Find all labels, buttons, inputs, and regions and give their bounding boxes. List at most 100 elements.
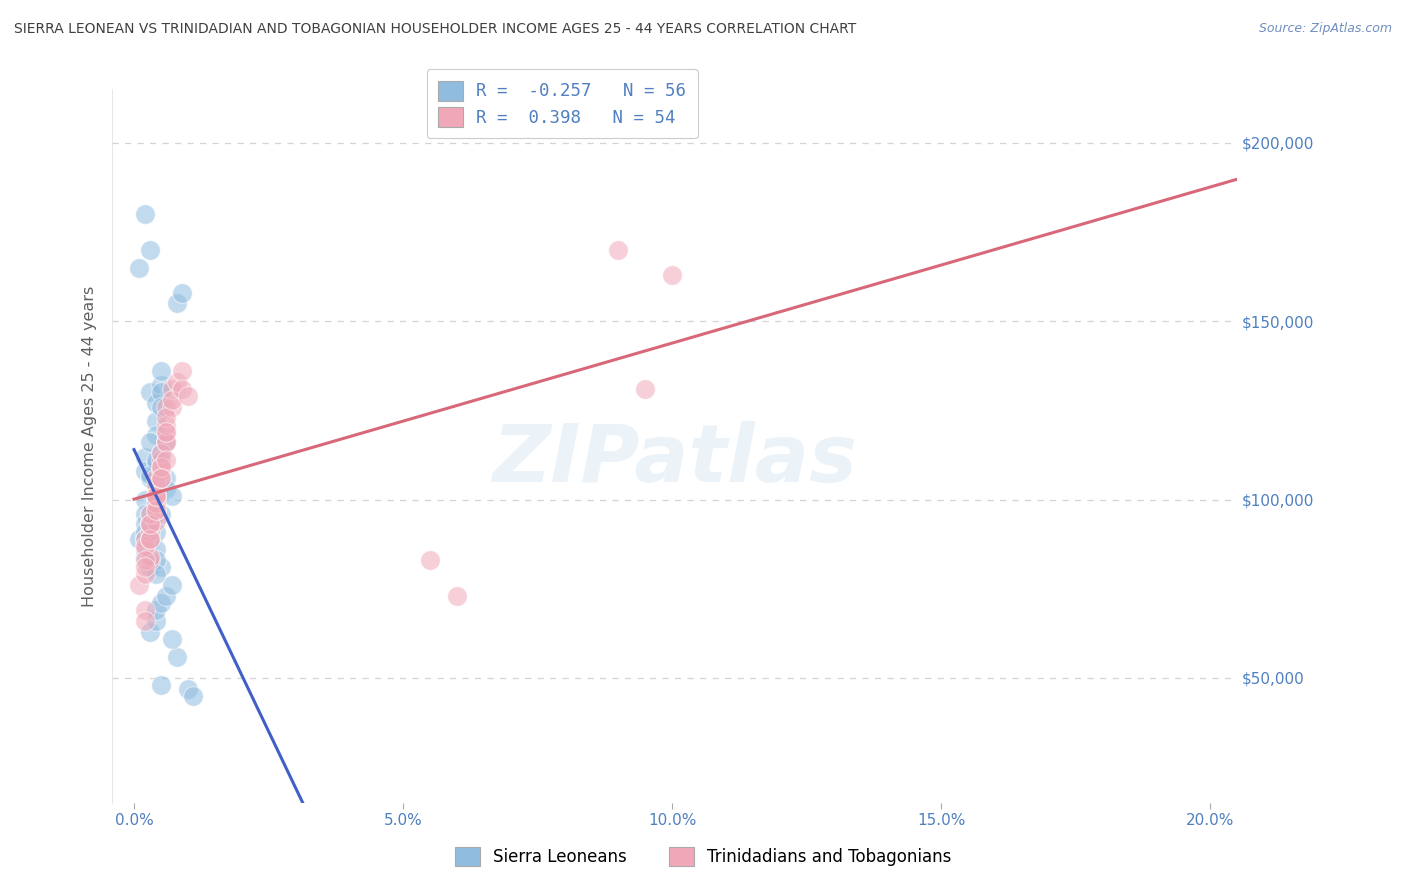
Point: [139, 624, 162, 639]
Point: [145, 396, 167, 410]
Point: [139, 243, 162, 257]
Legend: Sierra Leoneans, Trinidadians and Tobagonians: Sierra Leoneans, Trinidadians and Tobago…: [447, 838, 959, 875]
Text: SIERRA LEONEAN VS TRINIDADIAN AND TOBAGONIAN HOUSEHOLDER INCOME AGES 25 - 44 YEA: SIERRA LEONEAN VS TRINIDADIAN AND TOBAGO…: [14, 22, 856, 37]
Point: [128, 532, 150, 546]
Point: [134, 524, 156, 539]
Point: [160, 632, 183, 646]
Point: [139, 524, 162, 539]
Point: [149, 560, 172, 574]
Point: [155, 417, 177, 432]
Point: [139, 532, 162, 546]
Point: [145, 524, 167, 539]
Point: [607, 243, 630, 257]
Point: [145, 542, 167, 557]
Point: [134, 207, 156, 221]
Point: [145, 478, 167, 492]
Point: [155, 425, 177, 439]
Point: [145, 567, 167, 582]
Point: [145, 496, 167, 510]
Point: [634, 382, 657, 396]
Point: [149, 471, 172, 485]
Point: [149, 378, 172, 392]
Point: [166, 649, 188, 664]
Point: [155, 453, 177, 467]
Point: [134, 464, 156, 478]
Point: [181, 689, 204, 703]
Point: [155, 400, 177, 414]
Point: [134, 539, 156, 553]
Point: [149, 364, 172, 378]
Point: [134, 549, 156, 564]
Point: [172, 364, 194, 378]
Point: [139, 517, 162, 532]
Text: ZIPatlas: ZIPatlas: [492, 421, 858, 500]
Point: [134, 542, 156, 557]
Point: [145, 492, 167, 507]
Point: [134, 542, 156, 557]
Point: [419, 553, 441, 567]
Point: [155, 425, 177, 439]
Point: [155, 589, 177, 603]
Point: [149, 446, 172, 460]
Text: Source: ZipAtlas.com: Source: ZipAtlas.com: [1258, 22, 1392, 36]
Point: [134, 517, 156, 532]
Point: [160, 392, 183, 407]
Point: [149, 460, 172, 475]
Point: [177, 681, 200, 696]
Point: [139, 514, 162, 528]
Point: [139, 467, 162, 482]
Point: [160, 400, 183, 414]
Point: [149, 460, 172, 475]
Point: [139, 560, 162, 574]
Point: [446, 589, 468, 603]
Point: [139, 471, 162, 485]
Point: [139, 532, 162, 546]
Point: [145, 489, 167, 503]
Point: [661, 268, 683, 282]
Point: [166, 296, 188, 310]
Point: [139, 549, 162, 564]
Point: [139, 517, 162, 532]
Point: [149, 400, 172, 414]
Point: [145, 428, 167, 442]
Point: [145, 603, 167, 617]
Point: [145, 471, 167, 485]
Point: [134, 603, 156, 617]
Point: [149, 464, 172, 478]
Point: [149, 446, 172, 460]
Point: [145, 457, 167, 471]
Point: [149, 596, 172, 610]
Point: [145, 514, 167, 528]
Point: [160, 382, 183, 396]
Point: [155, 435, 177, 450]
Point: [145, 503, 167, 517]
Point: [139, 535, 162, 549]
Point: [149, 507, 172, 521]
Point: [134, 553, 156, 567]
Point: [134, 507, 156, 521]
Point: [149, 385, 172, 400]
Point: [155, 435, 177, 450]
Point: [134, 532, 156, 546]
Point: [134, 450, 156, 464]
Point: [139, 517, 162, 532]
Point: [145, 507, 167, 521]
Point: [155, 482, 177, 496]
Point: [128, 578, 150, 592]
Point: [145, 503, 167, 517]
Point: [166, 375, 188, 389]
Point: [134, 560, 156, 574]
Point: [155, 471, 177, 485]
Point: [145, 414, 167, 428]
Point: [145, 453, 167, 467]
Point: [134, 532, 156, 546]
Point: [139, 385, 162, 400]
Point: [145, 614, 167, 628]
Point: [155, 410, 177, 425]
Y-axis label: Householder Income Ages 25 - 44 years: Householder Income Ages 25 - 44 years: [82, 285, 97, 607]
Point: [145, 489, 167, 503]
Point: [145, 489, 167, 503]
Point: [160, 578, 183, 592]
Point: [149, 453, 172, 467]
Point: [139, 435, 162, 450]
